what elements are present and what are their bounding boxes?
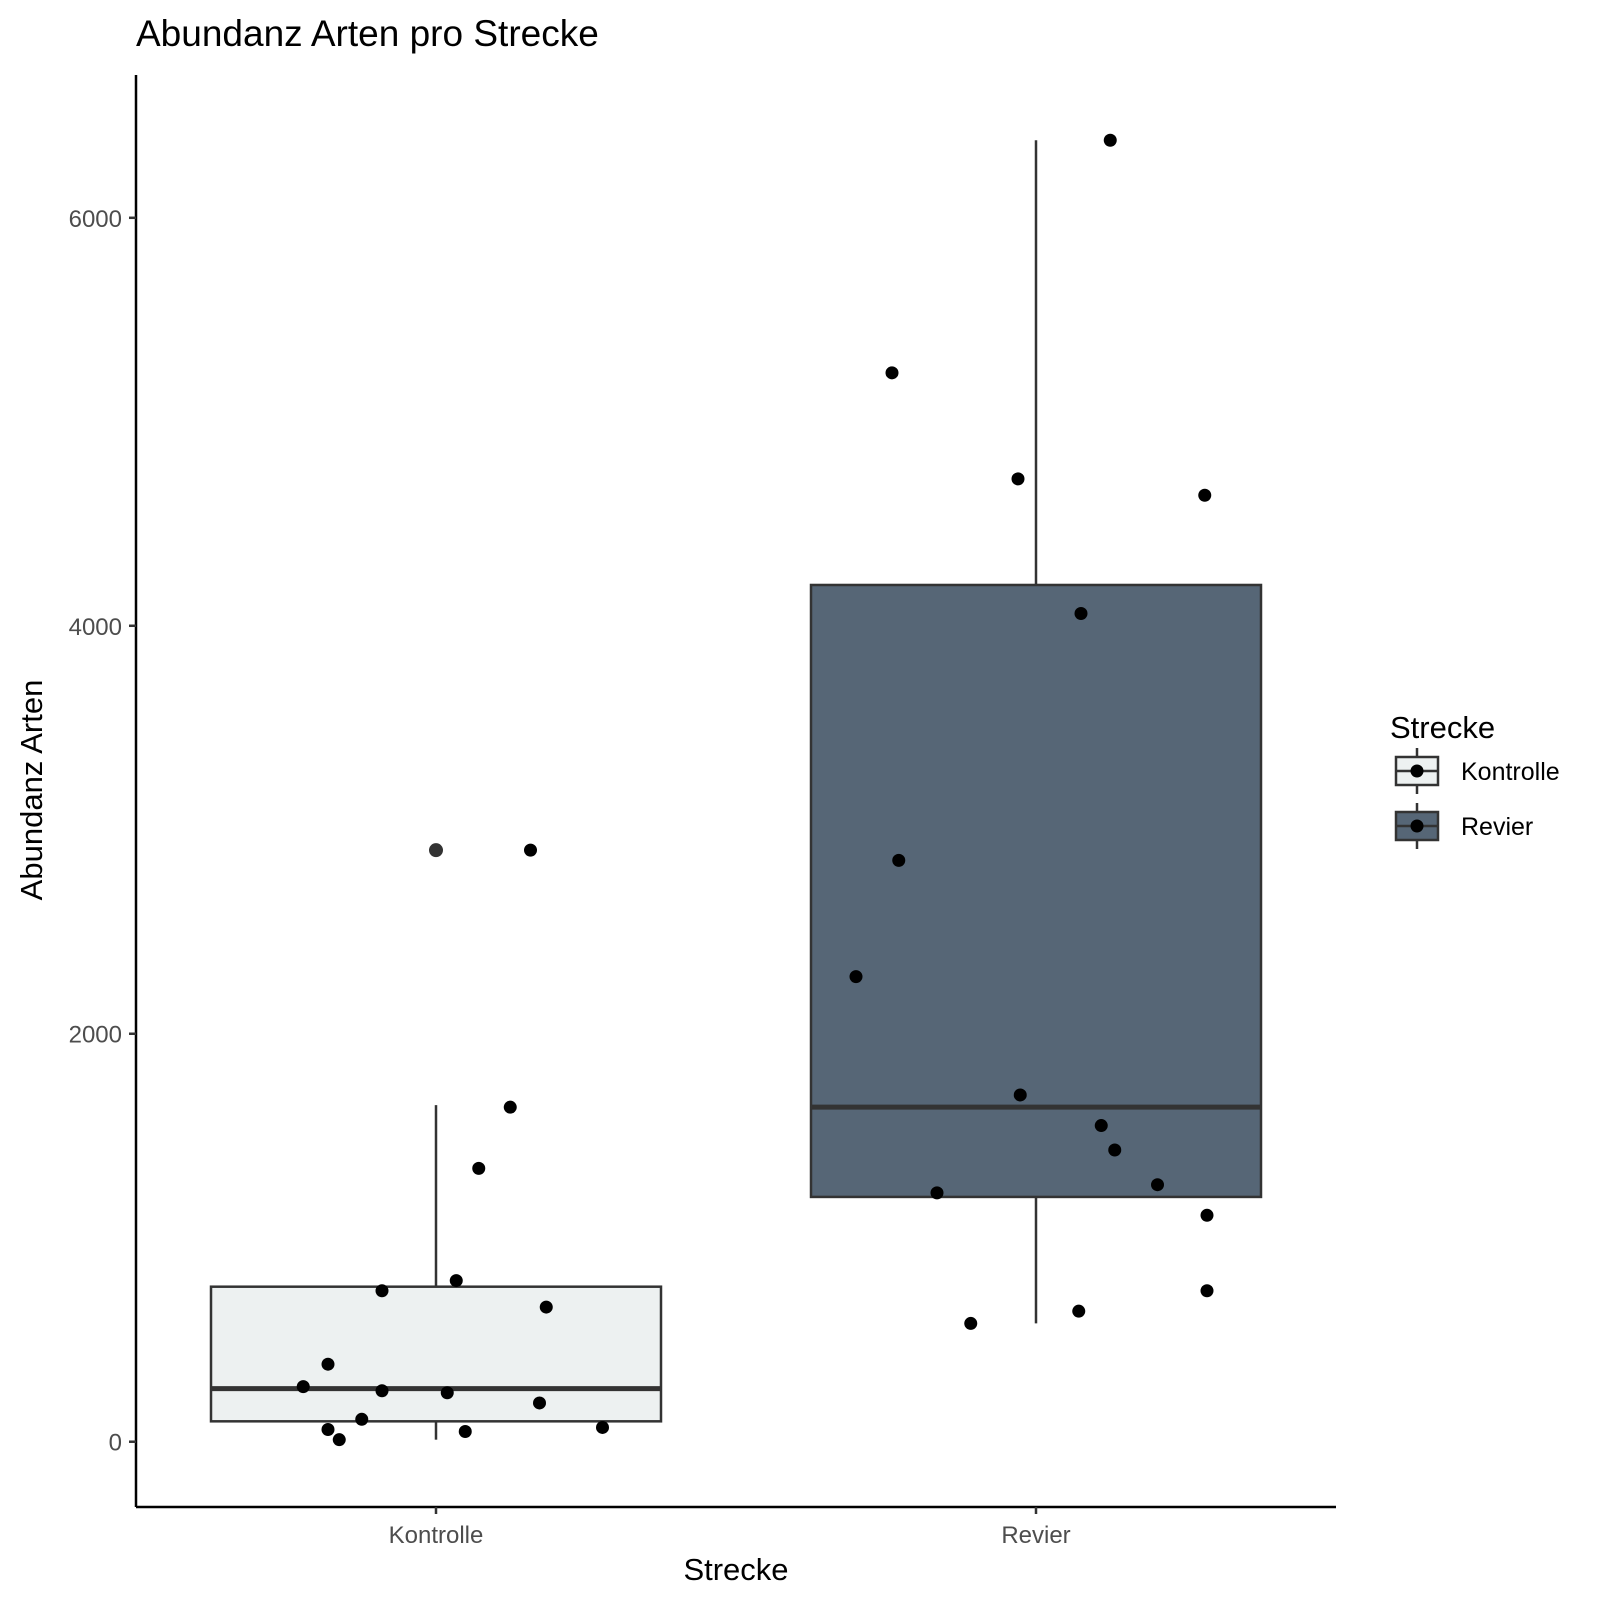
- box-kontrolle: [209, 1285, 663, 1423]
- outlier-point-kontrolle: [429, 843, 443, 858]
- data-point-kontrolle: [472, 1161, 486, 1175]
- data-point-kontrolle: [375, 1384, 389, 1398]
- x-axis-title: Strecke: [683, 1552, 788, 1587]
- data-point-revier: [849, 970, 863, 984]
- data-point-kontrolle: [321, 1422, 335, 1436]
- data-point-kontrolle: [503, 1100, 517, 1114]
- data-point-revier: [1013, 1088, 1027, 1102]
- y-tick-label: 2000: [69, 1022, 122, 1049]
- legend-key-point-revier: [1410, 819, 1424, 833]
- legend-key-point-kontrolle: [1410, 764, 1424, 778]
- data-point-kontrolle: [449, 1274, 463, 1288]
- x-tick-label: Kontrolle: [389, 1522, 484, 1549]
- data-point-kontrolle: [332, 1433, 346, 1447]
- y-tick-label: 6000: [69, 206, 122, 233]
- data-point-kontrolle: [375, 1284, 389, 1298]
- data-point-revier: [1094, 1119, 1108, 1133]
- data-point-revier: [1108, 1143, 1122, 1157]
- data-point-revier: [1198, 488, 1212, 502]
- data-point-kontrolle: [355, 1412, 369, 1426]
- data-point-revier: [892, 853, 906, 867]
- data-point-revier: [964, 1316, 978, 1330]
- data-point-revier: [1200, 1284, 1214, 1298]
- data-point-revier: [930, 1186, 944, 1200]
- data-point-kontrolle: [296, 1380, 310, 1394]
- plot-area: 0 2000 4000 6000 Kontrolle Revier: [69, 75, 1336, 1549]
- x-tick-label: Revier: [1001, 1522, 1070, 1549]
- data-point-revier: [885, 366, 899, 380]
- data-point-kontrolle: [440, 1386, 454, 1400]
- data-point-revier: [1200, 1208, 1214, 1222]
- y-tick-label: 0: [109, 1430, 122, 1457]
- data-point-kontrolle: [524, 843, 537, 857]
- data-point-revier: [1103, 133, 1117, 147]
- data-point-kontrolle: [539, 1300, 553, 1314]
- data-point-revier: [1074, 607, 1088, 621]
- data-point-kontrolle: [321, 1357, 335, 1371]
- box-revier: [809, 583, 1263, 1199]
- data-point-revier: [1072, 1304, 1086, 1318]
- y-tick-label: 4000: [69, 614, 122, 641]
- legend: Strecke Kontrolle Revier: [1390, 710, 1560, 849]
- legend-label-revier: Revier: [1461, 813, 1533, 841]
- data-point-kontrolle: [458, 1425, 472, 1439]
- legend-title: Strecke: [1390, 710, 1495, 745]
- legend-label-kontrolle: Kontrolle: [1461, 758, 1560, 786]
- chart-title: Abundanz Arten pro Strecke: [136, 13, 599, 54]
- data-point-kontrolle: [596, 1420, 609, 1434]
- data-point-revier: [1011, 472, 1025, 486]
- y-axis-title: Abundanz Arten: [14, 680, 49, 901]
- data-point-revier: [1151, 1178, 1164, 1192]
- data-point-kontrolle: [533, 1396, 546, 1410]
